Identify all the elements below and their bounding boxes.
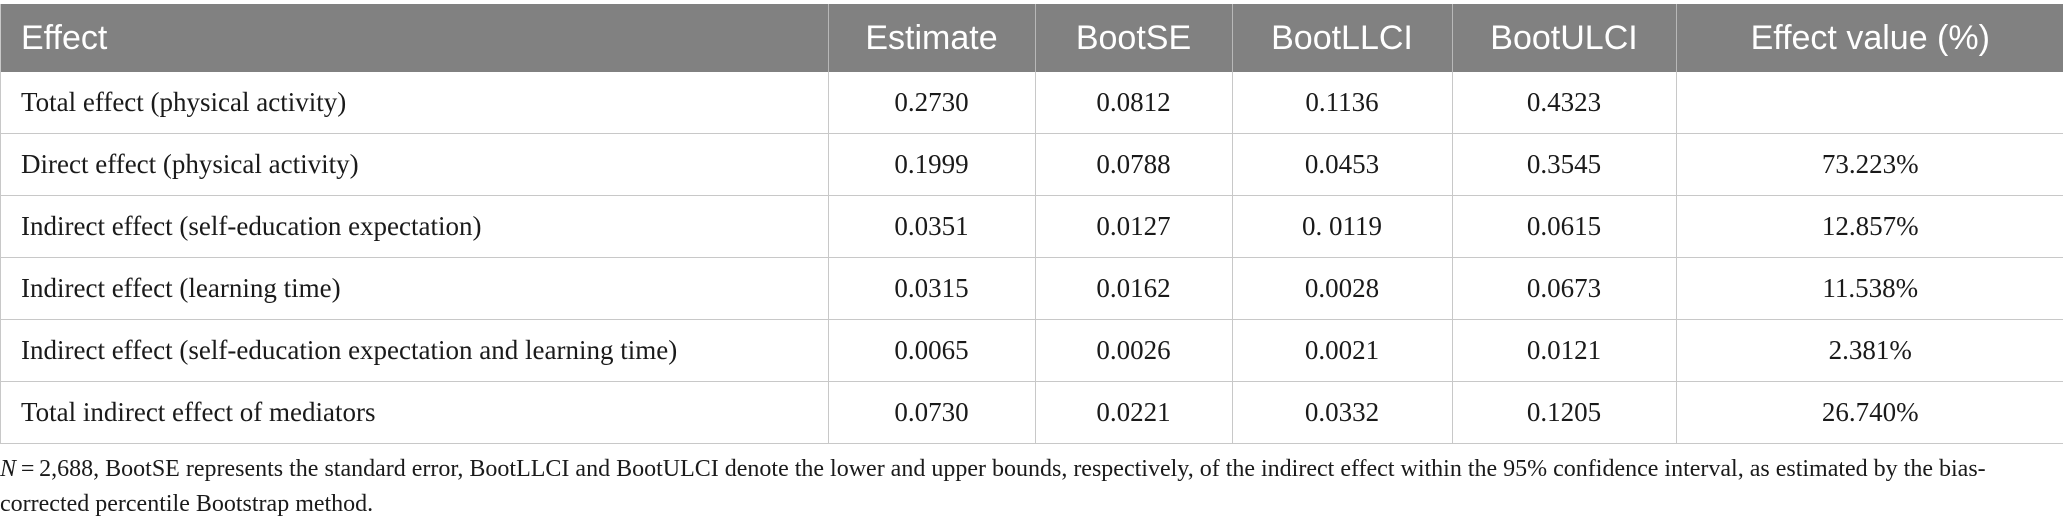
footnote-n-symbol: N [0, 456, 17, 482]
results-table-container: Effect Estimate BootSE BootLLCI BootULCI… [0, 4, 2063, 444]
table-header-row: Effect Estimate BootSE BootLLCI BootULCI… [1, 4, 2063, 72]
footnote-text: = 2,688, BootSE represents the standard … [0, 456, 1986, 517]
table-row: Total indirect effect of mediators 0.073… [1, 381, 2063, 444]
cell-effect: Indirect effect (self-education expectat… [1, 195, 829, 258]
cell-effect: Total effect (physical activity) [1, 72, 829, 134]
table-row: Indirect effect (learning time) 0.0315 0… [1, 257, 2063, 320]
table-row: Indirect effect (self-education expectat… [1, 319, 2063, 382]
cell-effect: Direct effect (physical activity) [1, 133, 829, 196]
table-row: Indirect effect (self-education expectat… [1, 195, 2063, 258]
cell-bootulci: 0.0615 [1452, 195, 1677, 258]
cell-bootse: 0.0162 [1035, 257, 1233, 320]
cell-effect-value: 11.538% [1676, 257, 2063, 320]
cell-bootllci: 0.0021 [1232, 319, 1453, 382]
table-row: Direct effect (physical activity) 0.1999… [1, 133, 2063, 196]
cell-bootllci: 0. 0119 [1232, 195, 1453, 258]
header-effect: Effect [1, 4, 829, 72]
cell-bootse: 0.0026 [1035, 319, 1233, 382]
cell-estimate: 0.0351 [828, 195, 1036, 258]
cell-bootllci: 0.1136 [1232, 72, 1453, 134]
cell-estimate: 0.1999 [828, 133, 1036, 196]
cell-effect: Total indirect effect of mediators [1, 381, 829, 444]
cell-bootulci: 0.0121 [1452, 319, 1677, 382]
cell-effect-value: 26.740% [1676, 381, 2063, 444]
cell-estimate: 0.2730 [828, 72, 1036, 134]
header-bootulci: BootULCI [1452, 4, 1677, 72]
cell-effect-value: 12.857% [1676, 195, 2063, 258]
cell-bootse: 0.0221 [1035, 381, 1233, 444]
header-bootse: BootSE [1035, 4, 1233, 72]
cell-bootse: 0.0812 [1035, 72, 1233, 134]
header-bootllci: BootLLCI [1232, 4, 1453, 72]
cell-effect: Indirect effect (learning time) [1, 257, 829, 320]
header-effect-value: Effect value (%) [1676, 4, 2063, 72]
cell-estimate: 0.0730 [828, 381, 1036, 444]
cell-estimate: 0.0065 [828, 319, 1036, 382]
cell-bootllci: 0.0028 [1232, 257, 1453, 320]
table-footnote: N = 2,688, BootSE represents the standar… [0, 452, 2040, 522]
cell-effect-value [1676, 72, 2063, 134]
cell-bootllci: 0.0332 [1232, 381, 1453, 444]
cell-bootulci: 0.0673 [1452, 257, 1677, 320]
cell-bootulci: 0.1205 [1452, 381, 1677, 444]
cell-bootulci: 0.3545 [1452, 133, 1677, 196]
cell-bootse: 0.0788 [1035, 133, 1233, 196]
cell-bootse: 0.0127 [1035, 195, 1233, 258]
mediation-effects-table: Effect Estimate BootSE BootLLCI BootULCI… [1, 4, 2063, 444]
header-estimate: Estimate [828, 4, 1036, 72]
cell-effect: Indirect effect (self-education expectat… [1, 319, 829, 382]
cell-effect-value: 2.381% [1676, 319, 2063, 382]
cell-estimate: 0.0315 [828, 257, 1036, 320]
cell-bootulci: 0.4323 [1452, 72, 1677, 134]
cell-bootllci: 0.0453 [1232, 133, 1453, 196]
table-row: Total effect (physical activity) 0.2730 … [1, 72, 2063, 134]
cell-effect-value: 73.223% [1676, 133, 2063, 196]
